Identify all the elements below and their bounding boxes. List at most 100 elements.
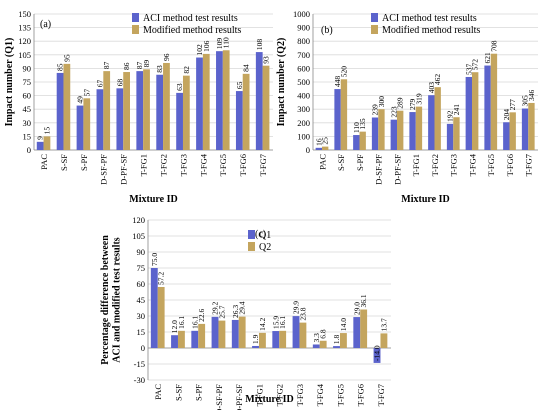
bar: [279, 330, 287, 348]
x-tick-label: PAC: [153, 384, 163, 400]
y-tick-label: 0: [27, 145, 31, 155]
data-label: 23.8: [298, 307, 307, 320]
data-label: 36.1: [359, 294, 368, 307]
data-label: 29.4: [238, 301, 247, 314]
data-label: 239: [371, 104, 380, 116]
x-tick-label: S-PF: [79, 154, 89, 171]
data-label: 572: [471, 59, 480, 71]
y-tick-label: 90: [137, 247, 146, 257]
y-tick-label: 15: [23, 131, 32, 141]
data-label: 22.6: [197, 309, 206, 322]
bar: [136, 71, 144, 150]
bar: [182, 75, 190, 150]
bar: [446, 123, 454, 150]
y-tick-label: 30: [137, 311, 146, 321]
bar: [143, 69, 150, 150]
data-label: 29.9: [292, 301, 301, 314]
x-tick-label: S-PF: [355, 154, 365, 171]
x-tick-label: T-FG3: [295, 384, 305, 406]
data-label: 13.7: [379, 318, 388, 331]
y-tick-label: 600: [297, 63, 310, 73]
y-tick-label: 30: [23, 118, 32, 128]
data-label: 14.2: [258, 317, 267, 330]
y-axis-title-line1: Percentage difference between: [100, 235, 111, 365]
data-label: 106: [202, 40, 211, 52]
bar: [191, 330, 199, 348]
bar: [509, 112, 516, 150]
y-axis-title: Impact number (Q1): [4, 38, 15, 127]
data-label: 95: [62, 54, 71, 62]
data-label: 279: [408, 99, 417, 111]
y-tick-label: 100: [297, 131, 310, 141]
bar: [177, 330, 185, 348]
data-label: 135: [358, 118, 367, 130]
bar: [409, 112, 416, 150]
data-label: 16.1: [190, 315, 199, 328]
x-tick-label: T-FG5: [335, 384, 345, 406]
x-tick-label: T-FG7: [524, 154, 534, 176]
x-tick-label: T-FG5: [486, 154, 496, 176]
data-label: 84: [242, 64, 251, 72]
bar: [258, 332, 266, 348]
legend-swatch: [371, 13, 378, 22]
bar: [521, 108, 529, 150]
bar: [380, 333, 388, 348]
data-label: 87: [135, 61, 144, 69]
bar: [103, 71, 111, 150]
x-axis-title: Mixture ID: [129, 194, 177, 205]
data-label: 537: [464, 63, 473, 75]
bar: [123, 72, 130, 150]
data-label: 86: [122, 62, 131, 70]
data-label: 305: [521, 95, 530, 107]
x-tick-label: T-FG3: [449, 154, 459, 176]
x-tick-label: T-FG1: [139, 154, 149, 176]
y-tick-label: 120: [18, 36, 31, 46]
bar: [472, 72, 479, 150]
data-label: 57: [82, 89, 91, 97]
y-tick-label: 200: [297, 118, 310, 128]
y-tick-label: 400: [297, 91, 310, 101]
bar: [434, 87, 441, 150]
bar: [43, 136, 51, 150]
y-tick-label: 75: [137, 263, 146, 273]
y-tick-label: 105: [18, 50, 31, 60]
bar: [198, 323, 206, 348]
panel-label: (b): [321, 25, 333, 36]
data-label: 49: [76, 96, 85, 104]
y-tick-label: 500: [297, 77, 310, 87]
x-tick-label: D-SF-PF: [214, 384, 224, 410]
data-label: 87: [102, 61, 111, 69]
data-label: 346: [527, 89, 536, 101]
y-tick-label: 300: [297, 104, 310, 114]
x-tick-label: D-SF-PF: [374, 154, 384, 185]
panel-label: (c): [255, 229, 266, 240]
data-label: 15.9: [271, 316, 280, 329]
y-tick-label: -15: [134, 359, 145, 369]
bar: [490, 53, 498, 150]
bar: [292, 316, 300, 348]
bar: [196, 57, 203, 150]
data-label: 16.1: [177, 315, 186, 328]
data-label: 110: [352, 122, 361, 133]
y-tick-label: 90: [23, 63, 32, 73]
data-label: 26.3: [231, 305, 240, 318]
bar: [299, 322, 307, 348]
bar: [312, 344, 320, 348]
legend-label: ACI method test results: [382, 13, 477, 24]
bar: [96, 89, 104, 150]
data-label: 241: [452, 104, 461, 116]
data-label: 82: [182, 66, 191, 74]
bar: [371, 117, 379, 150]
data-label: 12.0: [170, 320, 179, 333]
x-tick-label: S-PF: [194, 384, 204, 401]
data-label: 1.8: [332, 334, 341, 344]
data-label: 75.0: [150, 253, 159, 266]
bar: [378, 109, 385, 150]
data-label: 85: [56, 63, 65, 71]
data-label: 57.2: [157, 272, 166, 285]
data-label: 319: [414, 93, 423, 105]
data-label: 29.0: [352, 302, 361, 315]
bar: [222, 50, 230, 151]
x-tick-label: T-FG6: [505, 154, 515, 176]
bar: [157, 286, 165, 348]
